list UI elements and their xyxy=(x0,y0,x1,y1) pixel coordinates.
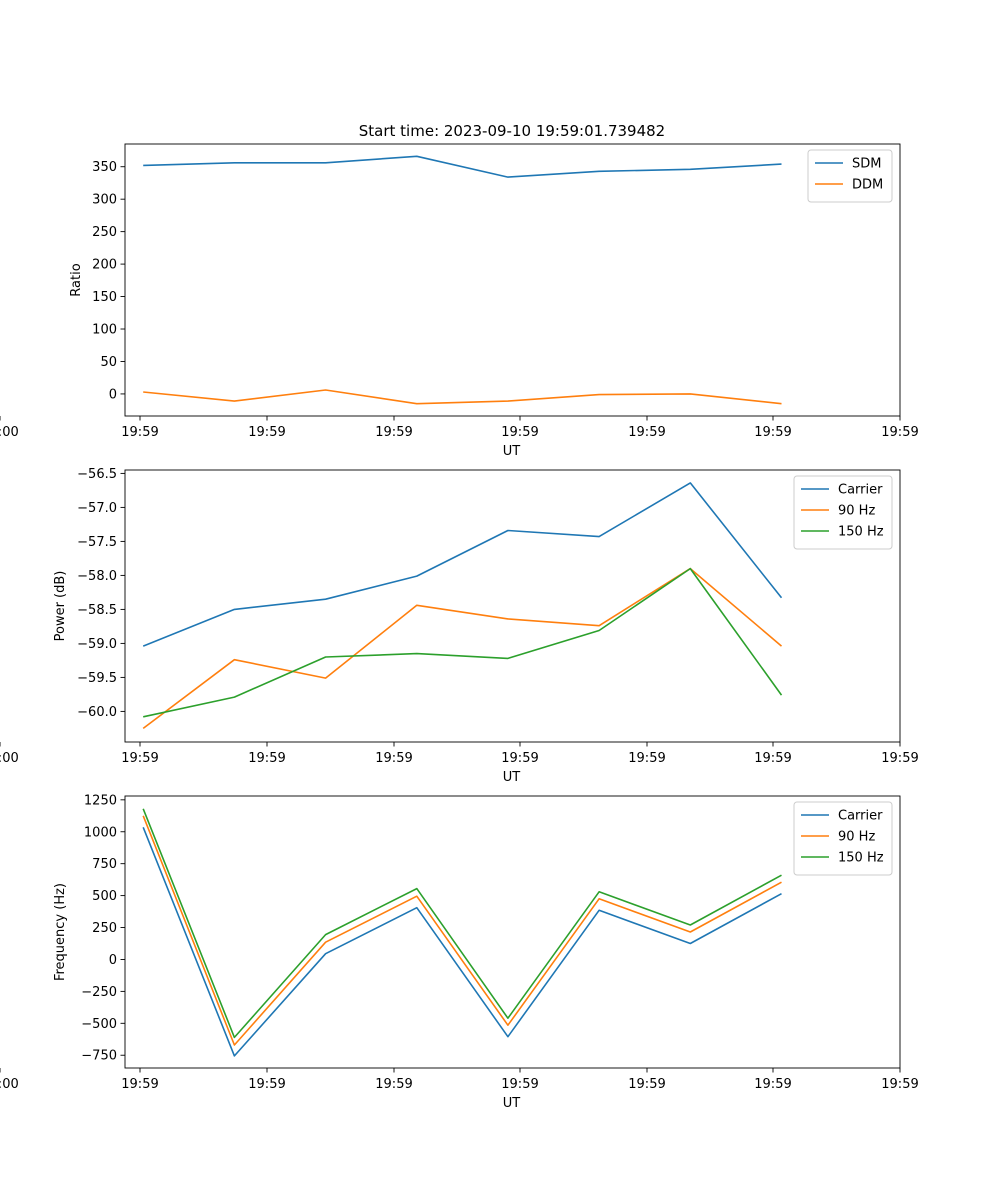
y-tick-label: −57.5 xyxy=(77,535,117,550)
plot-area-frame xyxy=(124,143,901,417)
x-tick-label: 19:59 xyxy=(501,751,538,766)
x-tick-label: 19:59 xyxy=(754,1077,791,1092)
legend-label: 150 Hz xyxy=(838,851,884,866)
series-line-90-hz xyxy=(142,815,782,1046)
y-tick-label: −58.0 xyxy=(77,569,117,584)
y-tick-label: −56.5 xyxy=(77,467,117,482)
x-tick-label: 19:59 xyxy=(881,751,918,766)
series-line-ddm xyxy=(143,389,782,405)
x-axis-label: UT xyxy=(503,444,521,459)
y-tick-label: −57.0 xyxy=(77,501,117,516)
x-tick-label: 19:59 xyxy=(881,425,918,440)
x-tick-label: 19:59 xyxy=(628,1077,665,1092)
series-line-150-hz xyxy=(142,808,782,1039)
x-tick-label: 19:59 xyxy=(248,425,285,440)
y-tick-label: 100 xyxy=(92,323,117,338)
x-tick-label: 19:59 xyxy=(121,1077,158,1092)
y-tick-label: −60.0 xyxy=(77,705,117,720)
y-tick-label: −59.5 xyxy=(77,671,117,686)
x-tick-label: 19:59 xyxy=(375,1077,412,1092)
chart-panels: 0 50 100 150 200 250 300 350 19:59 19:59 19:59 19:5… xyxy=(0,143,919,1111)
legend: Carrier 90 Hz 150 Hz xyxy=(793,475,893,550)
x-tick-label: 19:59 xyxy=(121,425,158,440)
y-tick-label: 750 xyxy=(92,857,117,872)
plot-area-frame xyxy=(124,469,901,743)
x-tick-label: 19:59 xyxy=(121,751,158,766)
x-tick-label: 19:59 xyxy=(501,1077,538,1092)
x-tick-label: 20:00 xyxy=(0,751,19,766)
x-tick-label: 19:59 xyxy=(881,1077,918,1092)
x-tick-label: 20:00 xyxy=(0,425,19,440)
legend-label: 150 Hz xyxy=(838,525,884,540)
x-tick-label: 19:59 xyxy=(754,425,791,440)
legend: SDM DDM xyxy=(807,149,893,203)
series-line-carrier xyxy=(142,482,783,647)
x-tick-label: 19:59 xyxy=(501,425,538,440)
x-tick-label: 19:59 xyxy=(754,751,791,766)
legend-label: Carrier xyxy=(838,809,883,824)
y-tick-label: 200 xyxy=(92,258,117,273)
legend-label: DDM xyxy=(852,178,883,193)
y-tick-label: 50 xyxy=(100,355,117,370)
y-axis-label: Power (dB) xyxy=(53,571,68,642)
y-tick-label: 250 xyxy=(92,225,117,240)
y-tick-label: −58.5 xyxy=(77,603,117,618)
figure-title: Start time: 2023-09-10 19:59:01.739482 xyxy=(359,122,665,140)
y-tick-label: −59.0 xyxy=(77,637,117,652)
x-axis-label: UT xyxy=(503,1096,521,1111)
plot-area-frame xyxy=(124,795,901,1069)
x-axis-label: UT xyxy=(503,770,521,785)
y-tick-label: 500 xyxy=(92,889,117,904)
y-axis-label: Ratio xyxy=(69,263,84,296)
y-tick-label: 0 xyxy=(109,387,117,402)
y-tick-label: 250 xyxy=(92,921,117,936)
y-tick-label: −500 xyxy=(81,1017,117,1032)
x-tick-label: 19:59 xyxy=(248,1077,285,1092)
y-tick-label: 0 xyxy=(109,953,117,968)
chart-panel-2: −60.0 −59.5 −59.0 −58.5 −58.0 −57.5 −57.0 −56.5… xyxy=(0,467,919,785)
y-tick-label: 1250 xyxy=(84,793,117,808)
x-tick-label: 19:59 xyxy=(628,751,665,766)
y-axis-label: Frequency (Hz) xyxy=(53,883,68,981)
y-tick-label: 300 xyxy=(92,193,117,208)
y-tick-label: −750 xyxy=(81,1049,117,1064)
x-tick-label: 19:59 xyxy=(375,751,412,766)
chart-panel-1: 0 50 100 150 200 250 300 350 19:59 19:59 19:59 19:5… xyxy=(0,143,919,459)
series-line-sdm xyxy=(143,155,782,178)
legend-label: Carrier xyxy=(838,483,883,498)
y-tick-label: 1000 xyxy=(84,825,117,840)
y-tick-label: 350 xyxy=(92,160,117,175)
series-line-carrier xyxy=(142,827,782,1057)
x-tick-label: 19:59 xyxy=(375,425,412,440)
legend: Carrier 90 Hz 150 Hz xyxy=(793,801,893,876)
legend-label: 90 Hz xyxy=(838,504,875,519)
legend-label: 90 Hz xyxy=(838,830,875,845)
legend-label: SDM xyxy=(852,157,881,172)
x-tick-label: 19:59 xyxy=(628,425,665,440)
y-tick-label: 150 xyxy=(92,290,117,305)
y-tick-label: −250 xyxy=(81,985,117,1000)
x-tick-label: 19:59 xyxy=(248,751,285,766)
chart-panel-3: −750 −500 −250 0 250 500 750 1000 1250 19:59 19:59… xyxy=(0,793,919,1111)
x-tick-label: 20:00 xyxy=(0,1077,19,1092)
series-line-150-hz xyxy=(143,567,783,718)
